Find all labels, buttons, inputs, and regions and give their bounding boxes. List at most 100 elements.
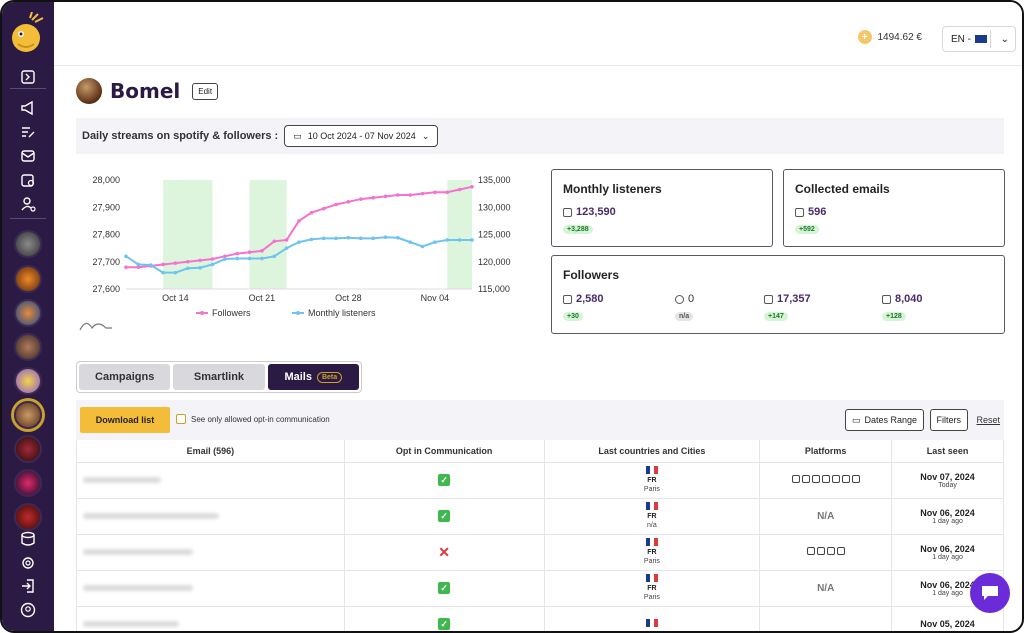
collapse-sidebar-icon[interactable] <box>17 66 39 88</box>
account-icon[interactable] <box>17 599 39 621</box>
series-point <box>408 193 413 197</box>
delta-badge: +147 <box>764 312 788 321</box>
series-point <box>210 257 215 261</box>
gear-icon[interactable] <box>17 552 39 574</box>
y-right-tick: 135,000 <box>478 175 511 185</box>
table-row[interactable]: ✓ FR Paris Nov 07, 2024 Today <box>76 461 1004 499</box>
series-point <box>272 239 277 244</box>
tab-mails[interactable]: Mails Beta <box>267 364 359 390</box>
megaphone-icon[interactable] <box>17 97 39 119</box>
optin-checkbox[interactable] <box>176 414 186 424</box>
database-icon[interactable] <box>17 528 39 550</box>
mail-icon <box>795 207 804 217</box>
edit-list-icon[interactable] <box>17 121 39 143</box>
platform-icon <box>806 547 815 555</box>
table-row[interactable]: ✓ FR Paris N/A Nov 06, 2024 1 day ago <box>76 569 1004 607</box>
email-cell <box>76 569 345 607</box>
reset-link[interactable]: Reset <box>976 415 1000 425</box>
series-point <box>185 259 190 264</box>
platform-icon <box>811 475 820 483</box>
column-header[interactable]: Email (596) <box>76 440 345 463</box>
series-point <box>445 190 450 195</box>
redacted-email <box>83 477 161 483</box>
monthly-listeners-metric: 123,590 <box>563 206 616 218</box>
platforms-cell: N/A <box>759 497 893 535</box>
list-toolbar: Download list See only allowed opt-in co… <box>76 400 1004 440</box>
platforms-cell <box>759 533 893 571</box>
series-point <box>396 193 400 197</box>
artist-avatar[interactable] <box>14 299 42 327</box>
artist-avatar[interactable] <box>14 230 42 258</box>
email-cell <box>76 461 345 499</box>
chat-support-button[interactable] <box>970 573 1010 613</box>
location-cell: FR n/a <box>543 497 761 535</box>
metric-value: 123,590 <box>576 206 616 218</box>
table-row[interactable]: ✕ FR Paris Nov 06, 2024 1 day ago <box>76 533 1004 571</box>
last-seen-relative: Today <box>938 481 957 489</box>
series-point <box>358 197 363 201</box>
edit-button[interactable]: Edit <box>192 82 219 100</box>
series-point <box>272 254 277 259</box>
table-row[interactable]: ✓ Nov 05, 2024 <box>76 605 1004 631</box>
dates-range-button[interactable]: ▭ Dates Range <box>844 409 924 431</box>
logout-icon[interactable] <box>17 575 39 597</box>
artist-avatar[interactable] <box>14 367 42 395</box>
legend-label: Monthly listeners <box>308 308 376 318</box>
coin-icon: + <box>857 30 872 44</box>
optin-cell: ✓ <box>343 569 545 607</box>
artist-avatar[interactable] <box>14 435 42 463</box>
column-header[interactable]: Opt in Communication <box>343 440 545 463</box>
artist-avatar[interactable] <box>14 469 42 497</box>
artist-avatar-selected[interactable] <box>14 401 42 429</box>
tab-campaigns[interactable]: Campaigns <box>79 364 171 390</box>
download-list-button[interactable]: Download list <box>80 407 170 433</box>
series-point <box>470 238 474 242</box>
series-point <box>321 236 326 241</box>
highlight-band <box>447 180 472 289</box>
series-point <box>445 238 450 242</box>
delta-badge: +30 <box>563 312 583 321</box>
mascot-logo-icon[interactable] <box>8 12 46 58</box>
delta-badge: n/a <box>675 312 694 321</box>
platform-icon <box>791 475 800 483</box>
x-tick: Oct 14 <box>162 293 189 303</box>
platforms-cell: N/A <box>759 569 893 607</box>
series-point <box>334 236 338 241</box>
series-point <box>457 187 462 192</box>
column-header[interactable]: Last countries and Cities <box>543 440 761 463</box>
sidebar-divider <box>10 218 46 219</box>
platforms-cell <box>759 461 893 499</box>
series-point <box>297 219 301 223</box>
artist-avatar[interactable] <box>14 333 42 361</box>
y-right-tick: 130,000 <box>478 202 511 212</box>
language-selector[interactable]: EN - ⌄ <box>942 26 1016 52</box>
column-header[interactable]: Last seen <box>891 440 1004 463</box>
series-point <box>235 251 240 256</box>
mail-icon[interactable] <box>17 145 39 167</box>
artist-avatar[interactable] <box>14 503 42 531</box>
column-header[interactable]: Platforms <box>759 440 893 463</box>
user-settings-icon[interactable] <box>17 193 39 215</box>
calendar-user-icon[interactable] <box>17 169 39 191</box>
optin-filter[interactable]: See only allowed opt-in communication <box>176 414 330 424</box>
date-range-picker[interactable]: ▭ 10 Oct 2024 - 07 Nov 2024 ⌄ <box>284 125 439 147</box>
series-point <box>321 206 326 211</box>
check-icon: ✓ <box>438 618 451 630</box>
series-point <box>136 265 141 269</box>
last-seen-relative: 1 day ago <box>932 553 963 561</box>
artist-avatar[interactable] <box>14 265 42 293</box>
tab-smartlink[interactable]: Smartlink <box>173 364 265 390</box>
platform-icon <box>816 547 825 555</box>
optin-cell: ✓ <box>343 497 545 535</box>
facebook-icon <box>675 294 684 304</box>
tab-label: Mails <box>284 371 312 383</box>
wallet-balance[interactable]: + 1494.62 € <box>857 30 922 44</box>
optin-label: See only allowed opt-in communication <box>191 414 330 424</box>
france-flag-icon <box>645 574 658 582</box>
table-row[interactable]: ✓ FR n/a N/A Nov 06, 2024 1 day ago <box>76 497 1004 535</box>
filters-button[interactable]: Filters <box>929 409 968 431</box>
language-divider <box>990 30 991 48</box>
metric-value: 596 <box>808 206 827 218</box>
delta-badge: +128 <box>882 312 906 321</box>
france-flag-icon <box>645 538 658 546</box>
